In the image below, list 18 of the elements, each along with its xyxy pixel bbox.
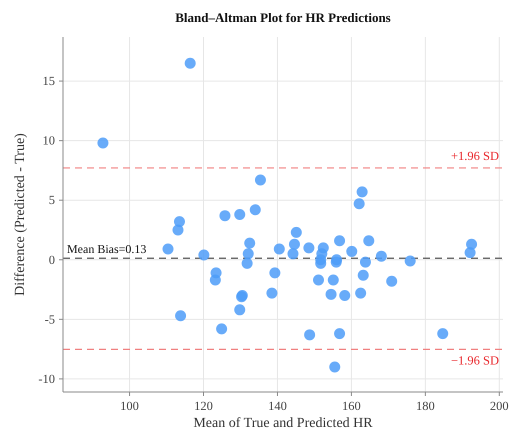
x-tick-label: 100 bbox=[120, 399, 139, 413]
x-tick-label: 140 bbox=[268, 399, 287, 413]
y-tick-label: 0 bbox=[48, 252, 55, 267]
y-tick-label: 10 bbox=[42, 134, 55, 148]
y-tick-label: -10 bbox=[38, 372, 55, 386]
y-tick-label: 15 bbox=[42, 74, 55, 88]
y-tick-label: -5 bbox=[44, 312, 55, 326]
x-tick-label: 180 bbox=[416, 399, 435, 413]
x-axis-title: Mean of True and Predicted HR bbox=[193, 416, 374, 431]
ref-line-label: Mean Bias=0.13 bbox=[67, 242, 146, 256]
x-tick-label: 160 bbox=[342, 399, 361, 413]
ref-line-label: +1.96 SD bbox=[450, 148, 499, 163]
y-axis-title: Difference (Predicted - True) bbox=[13, 132, 28, 296]
ref-line-label: −1.96 SD bbox=[450, 353, 499, 368]
chart-title: Bland–Altman Plot for HR Predictions bbox=[175, 10, 391, 25]
x-tick-label: 200 bbox=[490, 399, 509, 413]
y-tick-label: 5 bbox=[48, 193, 55, 208]
x-tick-label: 120 bbox=[194, 399, 213, 413]
